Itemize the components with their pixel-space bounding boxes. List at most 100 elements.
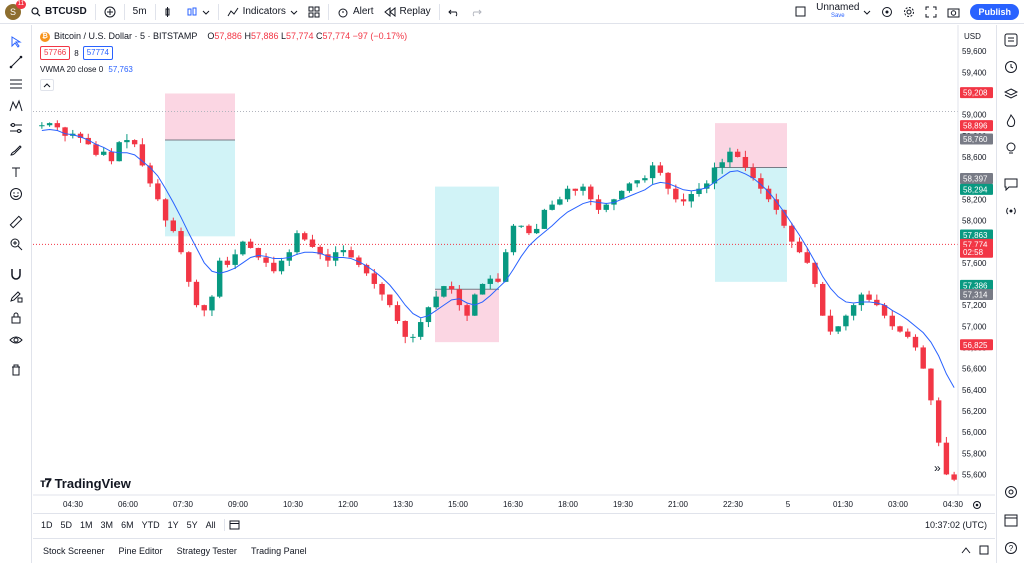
alert-button[interactable]: Alert bbox=[332, 0, 379, 24]
fib-tool[interactable] bbox=[7, 75, 25, 93]
visibility-tool[interactable] bbox=[7, 331, 25, 349]
compare-button[interactable] bbox=[99, 0, 121, 24]
measure-tool[interactable] bbox=[7, 213, 25, 231]
candle-body bbox=[495, 278, 501, 282]
quick-search-button[interactable] bbox=[876, 0, 898, 24]
bar-type-button[interactable] bbox=[181, 0, 215, 24]
panel-tab-stock-screener[interactable]: Stock Screener bbox=[43, 546, 105, 556]
price-label-bg bbox=[960, 183, 993, 195]
layout-menu[interactable]: Unnamed Save bbox=[790, 0, 876, 24]
alerts-button[interactable] bbox=[1002, 58, 1020, 76]
range-button-1m[interactable]: 1M bbox=[80, 520, 93, 530]
magnet-tool[interactable] bbox=[7, 265, 25, 283]
sell-button[interactable]: 57766 bbox=[40, 46, 71, 60]
range-button-3m[interactable]: 3M bbox=[100, 520, 114, 530]
vwma-line bbox=[41, 128, 955, 388]
alert-label: Alert bbox=[352, 6, 374, 17]
panel-tab-trading-panel[interactable]: Trading Panel bbox=[250, 546, 307, 556]
fullscreen-button[interactable] bbox=[920, 0, 942, 24]
candles-type-button[interactable] bbox=[159, 0, 181, 24]
pattern-tool[interactable] bbox=[7, 97, 25, 115]
trendline-tool[interactable] bbox=[7, 53, 25, 71]
watchlist-button[interactable] bbox=[1002, 31, 1020, 49]
avatar-letter: S bbox=[9, 6, 16, 17]
price-tick-label: 59,600 bbox=[962, 47, 987, 56]
candle-body bbox=[247, 241, 254, 248]
range-button-1d[interactable]: 1D bbox=[41, 520, 53, 530]
interval-button[interactable]: 5m bbox=[128, 0, 152, 24]
panel-tab-pine-editor[interactable]: Pine Editor bbox=[118, 546, 163, 556]
avatar[interactable]: S 11 bbox=[5, 0, 26, 20]
collapse-panel-button[interactable] bbox=[961, 546, 971, 556]
calendar-button[interactable] bbox=[1002, 511, 1020, 529]
lock-tool[interactable] bbox=[7, 309, 25, 327]
object-tree-button[interactable] bbox=[1002, 85, 1020, 103]
forecast-tool[interactable] bbox=[7, 119, 25, 137]
time-axis[interactable]: 04:30 06:00 07:30 09:00 10:30 12:00 13:30 15:00… bbox=[33, 494, 995, 509]
indicators-button[interactable]: Indicators bbox=[222, 0, 303, 24]
range-button-5d[interactable]: 5D bbox=[60, 520, 73, 530]
clock-time[interactable]: 10:37:02 (UTC) bbox=[924, 520, 987, 530]
target-icon bbox=[1005, 486, 1017, 498]
cursor-tool[interactable] bbox=[7, 33, 25, 51]
currency-label[interactable]: USD bbox=[964, 32, 981, 41]
candle-body bbox=[928, 368, 934, 401]
collapse-legend-button[interactable] bbox=[40, 79, 54, 91]
remove-tool[interactable] bbox=[7, 361, 25, 379]
range-button-ytd[interactable]: YTD bbox=[141, 520, 160, 530]
candle-body bbox=[526, 225, 532, 234]
help-button[interactable]: ? bbox=[1002, 539, 1020, 557]
chart-legend: ₿ Bitcoin / U.S. Dollar · 5 · BITSTAMP O… bbox=[40, 30, 407, 91]
target-zone[interactable] bbox=[165, 140, 235, 237]
replay-button[interactable]: Replay bbox=[379, 0, 436, 24]
target-zone[interactable] bbox=[435, 186, 499, 290]
candle-body bbox=[394, 305, 401, 321]
snapshot-button[interactable] bbox=[942, 0, 965, 24]
maximize-panel-button[interactable] bbox=[979, 545, 989, 557]
panel-tab-strategy-tester[interactable]: Strategy Tester bbox=[176, 546, 237, 556]
pattern-icon bbox=[9, 99, 23, 112]
notifications-button[interactable] bbox=[1002, 483, 1020, 501]
target-zone[interactable] bbox=[715, 167, 787, 282]
chats-button[interactable] bbox=[1002, 175, 1020, 193]
publish-button[interactable]: Publish bbox=[970, 3, 1019, 20]
symbol-title[interactable]: Bitcoin / U.S. Dollar · 5 · BITSTAMP bbox=[54, 31, 198, 41]
scroll-to-realtime-button[interactable]: » bbox=[934, 461, 941, 475]
streams-button[interactable] bbox=[1002, 202, 1020, 220]
chart-canvas[interactable]: 59,60059,40059,20059,00058,80058,60058,4… bbox=[33, 25, 995, 513]
candle-body bbox=[858, 294, 865, 306]
stop-zone[interactable] bbox=[165, 93, 235, 141]
candle-body bbox=[62, 127, 68, 136]
tradingview-watermark[interactable]: ᴛ𝟕 TradingView bbox=[40, 476, 131, 491]
user-menu[interactable]: S 11 bbox=[0, 0, 26, 24]
chart-pane[interactable]: 59,60059,40059,20059,00058,80058,60058,4… bbox=[33, 25, 995, 513]
candle-body bbox=[742, 156, 749, 168]
change-value: −97 (−0.17%) bbox=[352, 31, 408, 41]
candle-body bbox=[897, 326, 903, 332]
range-button-1y[interactable]: 1Y bbox=[167, 520, 179, 530]
symbol-search[interactable]: BTCUSD bbox=[26, 0, 92, 24]
templates-button[interactable] bbox=[303, 0, 325, 24]
range-button-all[interactable]: All bbox=[205, 520, 216, 530]
brush-tool[interactable] bbox=[7, 141, 25, 159]
settings-button[interactable] bbox=[898, 0, 920, 24]
stop-zone[interactable] bbox=[715, 123, 787, 168]
zoom-tool[interactable] bbox=[7, 235, 25, 253]
indicator-legend[interactable]: VWMA 20 close 0 57,763 bbox=[40, 63, 407, 76]
price-tick-label: 55,600 bbox=[962, 470, 987, 479]
hotlists-button[interactable] bbox=[1002, 112, 1020, 130]
axis-settings-button[interactable] bbox=[972, 500, 982, 513]
range-button-6m[interactable]: 6M bbox=[121, 520, 134, 530]
time-tick-label: 13:30 bbox=[393, 500, 414, 509]
stay-drawing-tool[interactable] bbox=[7, 287, 25, 305]
range-button-5y[interactable]: 5Y bbox=[186, 520, 198, 530]
help-icon: ? bbox=[1005, 542, 1017, 554]
goto-date-button[interactable] bbox=[229, 519, 240, 532]
undo-button[interactable] bbox=[443, 0, 465, 24]
text-tool[interactable] bbox=[7, 163, 25, 181]
buy-button[interactable]: 57774 bbox=[82, 46, 113, 60]
icons-tool[interactable] bbox=[7, 185, 25, 203]
ideas-button[interactable] bbox=[1002, 139, 1020, 157]
open-label: O bbox=[207, 31, 215, 41]
redo-button[interactable] bbox=[465, 0, 487, 24]
